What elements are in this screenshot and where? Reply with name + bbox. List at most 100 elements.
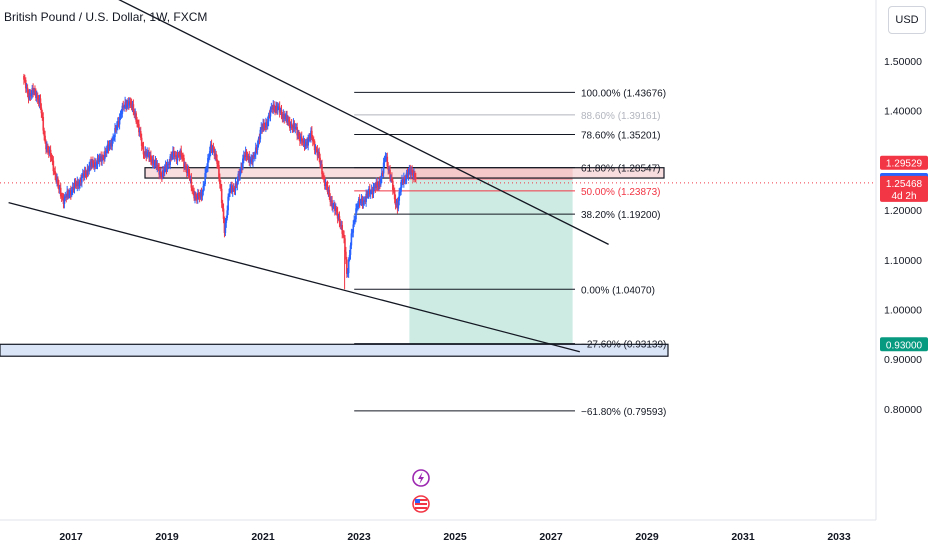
candle-body bbox=[354, 219, 356, 221]
candle-body bbox=[241, 166, 243, 169]
candle-body bbox=[368, 188, 370, 195]
candle-body bbox=[64, 196, 67, 198]
candle-body bbox=[183, 157, 185, 168]
time-tick-label: 2025 bbox=[443, 531, 467, 543]
candle-body bbox=[142, 146, 145, 155]
candle-body bbox=[333, 204, 335, 207]
candle-body bbox=[109, 143, 112, 145]
candle-body bbox=[216, 159, 218, 164]
candle-body bbox=[334, 208, 337, 211]
candle-body bbox=[231, 186, 233, 192]
candle-body bbox=[57, 178, 59, 185]
candle-body bbox=[285, 114, 287, 118]
candle-body bbox=[293, 123, 296, 129]
candle-body bbox=[366, 193, 368, 195]
candle-body bbox=[374, 186, 377, 189]
candle-body bbox=[397, 200, 400, 209]
candle-body bbox=[312, 141, 315, 143]
candle-body bbox=[124, 101, 126, 107]
candle-body bbox=[218, 165, 220, 178]
candle-body bbox=[247, 155, 250, 158]
candle-body bbox=[274, 109, 276, 111]
candle-body bbox=[30, 94, 33, 97]
candle-body bbox=[164, 165, 167, 169]
candle-body bbox=[48, 149, 51, 154]
candle-body bbox=[277, 106, 279, 111]
time-tick-label: 2029 bbox=[635, 531, 659, 543]
candle-body bbox=[230, 186, 232, 189]
flag-stripe bbox=[415, 503, 427, 505]
target-support-zone[interactable] bbox=[0, 343, 669, 357]
fib-level-label: 50.00% (1.23873) bbox=[581, 187, 661, 198]
fib-level-label: 0.00% (1.04070) bbox=[581, 285, 655, 296]
candle-body bbox=[107, 144, 110, 149]
candle-body bbox=[277, 106, 280, 108]
price-badge bbox=[880, 337, 928, 352]
candle-body bbox=[400, 182, 402, 192]
candle-body bbox=[369, 191, 372, 194]
candle-body bbox=[130, 103, 133, 108]
candle-body bbox=[244, 151, 247, 157]
time-tick-label: 2019 bbox=[155, 531, 179, 543]
price-tick-label: 1.20000 bbox=[884, 205, 922, 217]
candle-body bbox=[339, 222, 342, 226]
candle-body bbox=[270, 107, 273, 109]
candle-body bbox=[315, 149, 318, 151]
price-tick-label: 1.50000 bbox=[884, 56, 922, 68]
candle-body bbox=[99, 156, 102, 159]
candle-body bbox=[40, 107, 43, 114]
candle-body bbox=[263, 123, 265, 127]
candle-body bbox=[295, 127, 298, 129]
candle-body bbox=[192, 189, 194, 191]
target-profit-zone[interactable] bbox=[409, 180, 573, 344]
trendline-lower[interactable] bbox=[8, 202, 580, 353]
candle-body bbox=[127, 101, 129, 105]
candle-body bbox=[115, 128, 117, 130]
price-tick-label: 0.80000 bbox=[884, 404, 922, 416]
candle-body bbox=[28, 93, 31, 99]
candle-body bbox=[403, 177, 406, 181]
candle-body bbox=[140, 137, 143, 146]
countdown-label: 4d 2h bbox=[891, 191, 916, 202]
candle-body bbox=[288, 121, 291, 129]
currency-button[interactable]: USD bbox=[888, 6, 926, 34]
candle-body bbox=[255, 147, 258, 150]
candle-body bbox=[292, 123, 295, 129]
candle-body bbox=[34, 90, 36, 92]
candle-body bbox=[71, 186, 74, 191]
candle-body bbox=[219, 177, 221, 184]
candle-body bbox=[184, 165, 186, 168]
candle-body bbox=[173, 150, 175, 158]
candle-body bbox=[168, 164, 171, 166]
candle-body bbox=[53, 171, 56, 173]
price-badge bbox=[880, 155, 928, 170]
candle-body bbox=[331, 200, 333, 208]
candle-body bbox=[297, 133, 299, 136]
candle-body bbox=[234, 183, 237, 191]
candle-body bbox=[231, 187, 234, 192]
flag-stripe bbox=[415, 499, 427, 501]
candle-body bbox=[181, 155, 183, 158]
candle-body bbox=[203, 184, 206, 186]
candle-body bbox=[347, 259, 350, 274]
price-tick-label: 1.00000 bbox=[884, 305, 922, 317]
candle-body bbox=[304, 143, 307, 147]
candle-body bbox=[308, 137, 310, 139]
trendline-upper[interactable] bbox=[23, 0, 609, 245]
candle-body bbox=[125, 101, 127, 108]
candle-body bbox=[267, 115, 270, 122]
candle-body bbox=[146, 152, 148, 157]
candle-body bbox=[245, 151, 248, 157]
candle-body bbox=[251, 158, 253, 163]
candle-body bbox=[223, 218, 226, 233]
candle-body bbox=[345, 251, 347, 260]
candle-body bbox=[72, 186, 75, 190]
candle-body bbox=[27, 93, 30, 99]
candle-body bbox=[24, 80, 27, 89]
candle-body bbox=[162, 170, 164, 178]
candle-body bbox=[219, 183, 222, 189]
candle-body bbox=[165, 165, 168, 170]
candle-body bbox=[240, 166, 242, 171]
candle-body bbox=[166, 164, 169, 170]
